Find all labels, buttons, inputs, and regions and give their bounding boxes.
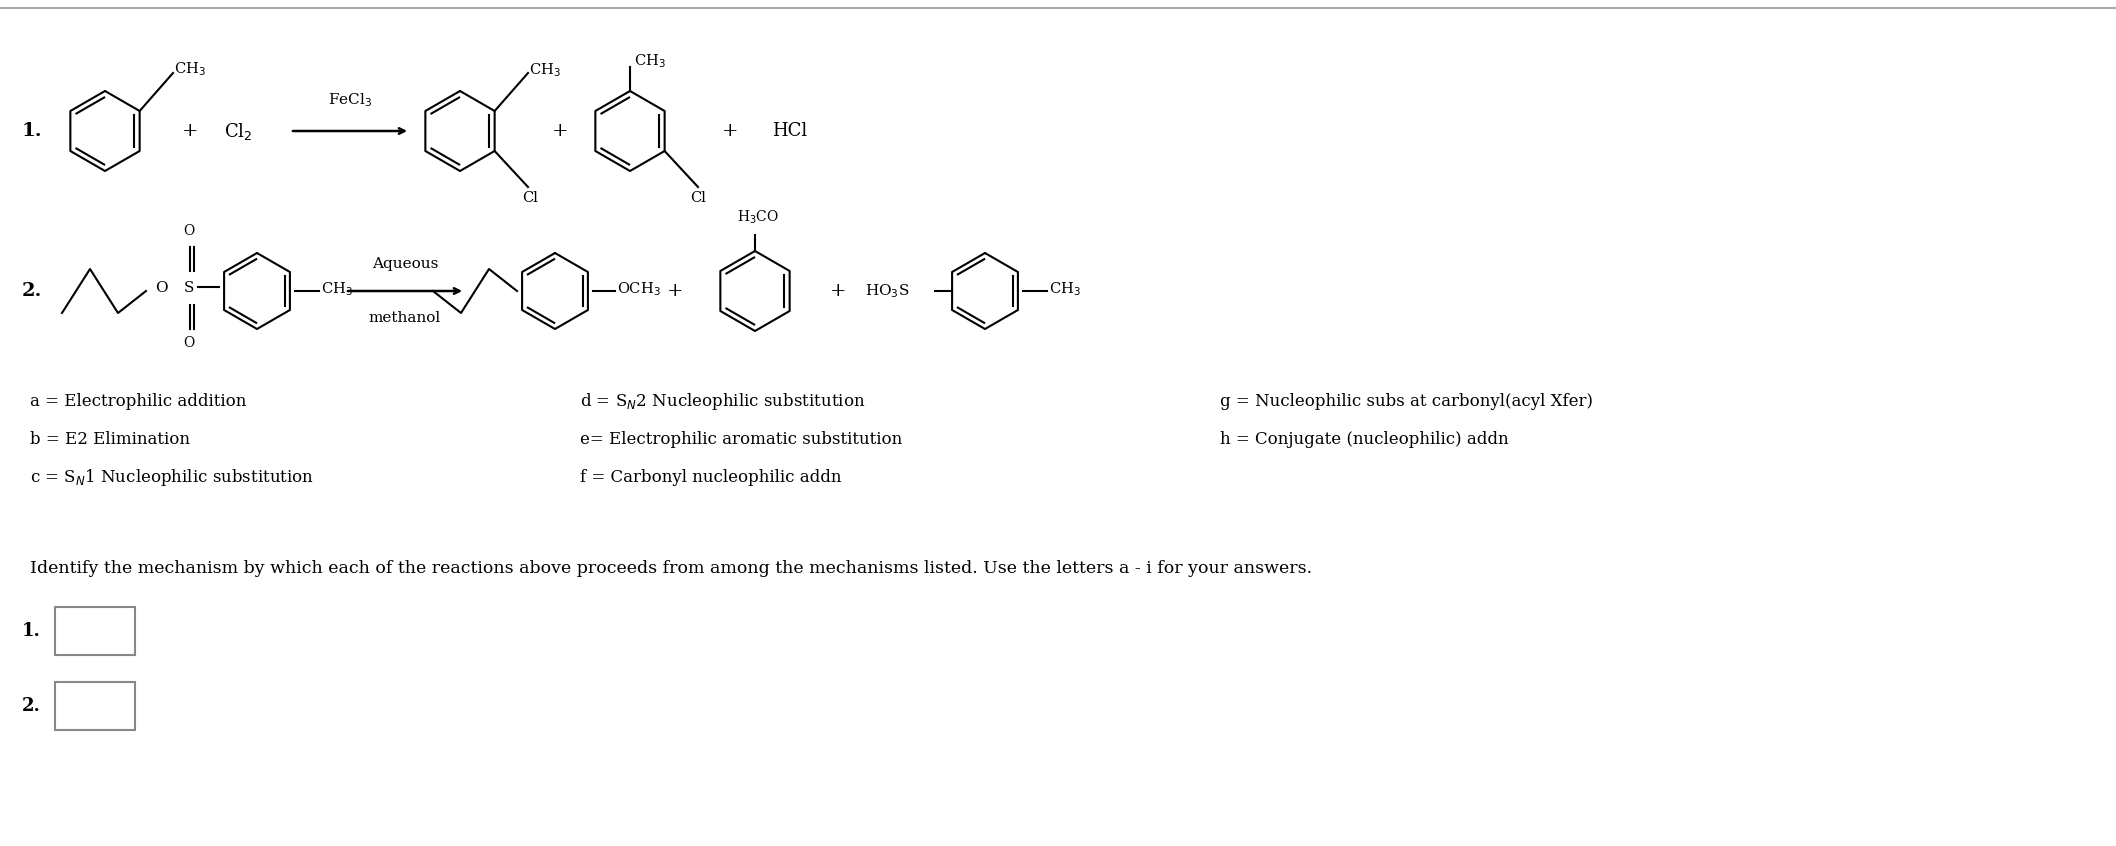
Bar <box>55 682 135 730</box>
Text: +: + <box>722 122 738 140</box>
Text: h = Conjugate (nucleophilic) addn: h = Conjugate (nucleophilic) addn <box>1221 431 1509 448</box>
Text: H$_3$CO: H$_3$CO <box>736 209 779 226</box>
Bar <box>55 607 135 655</box>
Text: f = Carbonyl nucleophilic addn: f = Carbonyl nucleophilic addn <box>580 469 842 486</box>
Text: CH$_3$: CH$_3$ <box>174 60 205 78</box>
Text: Identify the mechanism by which each of the reactions above proceeds from among : Identify the mechanism by which each of … <box>30 559 1312 576</box>
Text: d = S$_N$2 Nucleophilic substitution: d = S$_N$2 Nucleophilic substitution <box>580 391 865 411</box>
Text: Aqueous: Aqueous <box>372 257 438 271</box>
Text: c = S$_N$1 Nucleophilic substitution: c = S$_N$1 Nucleophilic substitution <box>30 466 313 487</box>
Text: CH$_3$: CH$_3$ <box>1050 280 1081 298</box>
Text: 2.: 2. <box>21 697 40 715</box>
Text: e= Electrophilic aromatic substitution: e= Electrophilic aromatic substitution <box>580 431 901 448</box>
Text: a = Electrophilic addition: a = Electrophilic addition <box>30 393 245 409</box>
Text: HO$_3$S: HO$_3$S <box>865 283 910 299</box>
Text: methanol: methanol <box>368 311 440 325</box>
Text: CH$_3$: CH$_3$ <box>635 52 667 70</box>
Text: +: + <box>667 282 683 300</box>
Text: 2.: 2. <box>21 282 42 300</box>
Text: Cl$_2$: Cl$_2$ <box>224 120 252 141</box>
Text: O: O <box>184 224 195 238</box>
Text: +: + <box>182 122 199 140</box>
Text: O: O <box>154 281 167 295</box>
Text: +: + <box>829 282 846 300</box>
Text: 1.: 1. <box>21 122 42 140</box>
Text: HCl: HCl <box>772 122 808 140</box>
Text: O: O <box>184 336 195 350</box>
Text: g = Nucleophilic subs at carbonyl(acyl Xfer): g = Nucleophilic subs at carbonyl(acyl X… <box>1221 393 1593 409</box>
Text: FeCl$_3$: FeCl$_3$ <box>328 91 372 109</box>
Text: CH$_3$: CH$_3$ <box>322 280 353 298</box>
Text: Cl: Cl <box>523 191 537 205</box>
Text: b = E2 Elimination: b = E2 Elimination <box>30 431 190 448</box>
Text: Cl: Cl <box>690 191 707 205</box>
Text: +: + <box>552 122 569 140</box>
Text: 1.: 1. <box>21 622 40 640</box>
Text: CH$_3$: CH$_3$ <box>529 61 561 79</box>
Text: S: S <box>184 281 195 295</box>
Text: OCH$_3$: OCH$_3$ <box>618 280 660 298</box>
